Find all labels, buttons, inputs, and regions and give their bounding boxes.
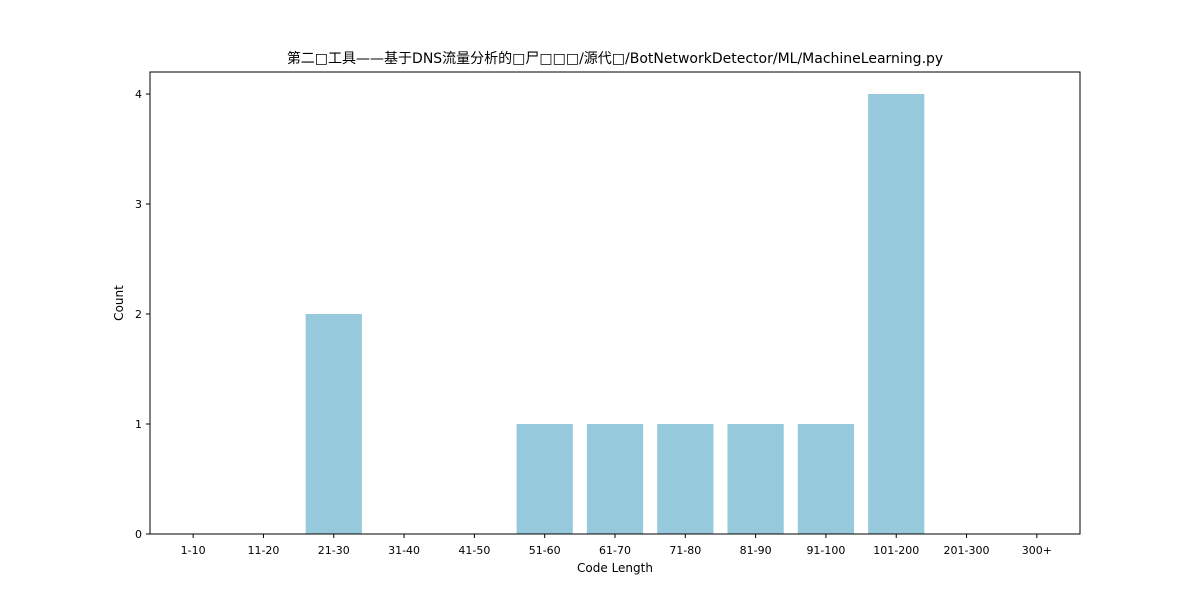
bar-101-200 <box>868 94 925 534</box>
y-tick-label: 2 <box>135 308 142 321</box>
x-axis: 1-10 11-20 21-30 31-40 41-50 51-60 61-70 71-80 8… <box>181 534 1052 557</box>
x-tick-label: 51-60 <box>529 544 561 557</box>
bar-51-60 <box>516 424 573 534</box>
bar-61-70 <box>586 424 644 534</box>
x-tick-label: 81-90 <box>740 544 772 557</box>
bars-group <box>305 94 925 534</box>
x-tick-label: 300+ <box>1022 544 1052 557</box>
bar-91-100 <box>797 424 855 534</box>
y-axis: 0 1 2 3 4 <box>135 88 150 541</box>
x-tick-label: 91-100 <box>806 544 845 557</box>
x-tick-label: 41-50 <box>458 544 490 557</box>
bar-71-80 <box>657 424 714 534</box>
y-tick-label: 4 <box>135 88 142 101</box>
bar-21-30 <box>305 314 362 534</box>
x-tick-label: 11-20 <box>247 544 279 557</box>
x-tick-label: 31-40 <box>388 544 420 557</box>
x-tick-label: 101-200 <box>873 544 919 557</box>
x-tick-label: 61-70 <box>599 544 631 557</box>
y-tick-label: 1 <box>135 418 142 431</box>
bar-81-90 <box>727 424 784 534</box>
x-tick-label: 201-300 <box>944 544 990 557</box>
x-tick-label: 71-80 <box>669 544 701 557</box>
x-axis-label: Code Length <box>577 561 653 575</box>
y-tick-label: 0 <box>135 528 142 541</box>
y-tick-label: 3 <box>135 198 142 211</box>
y-axis-label: Count <box>112 285 126 321</box>
x-tick-label: 21-30 <box>318 544 350 557</box>
x-tick-label: 1-10 <box>181 544 206 557</box>
chart-title: 第二□工具——基于DNS流量分析的□尸□□□/源代□/BotNetworkDet… <box>287 50 943 67</box>
